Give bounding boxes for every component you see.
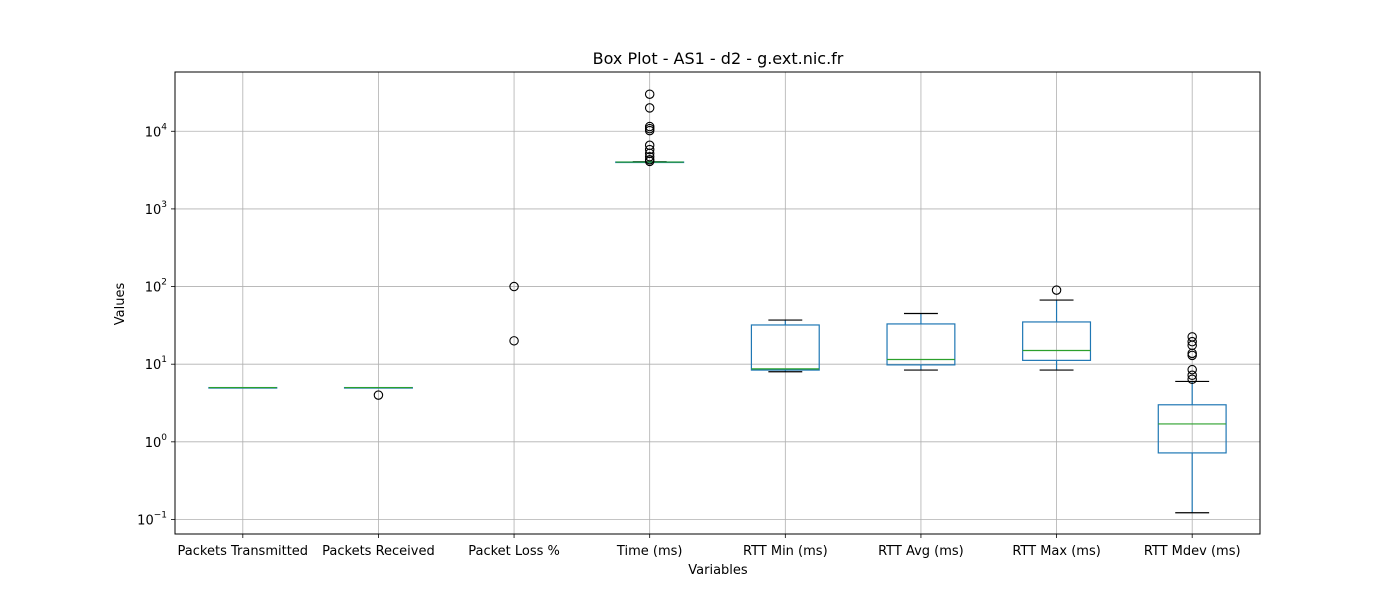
outlier-point [644,144,655,155]
x-tick-label: Time (ms) [616,544,683,559]
y-axis-label: Values [113,283,128,326]
box-packet-loss [509,281,519,346]
outlier-point [644,151,655,162]
y-tick-label: 102 [145,278,167,296]
outlier-point [1051,285,1062,295]
iqr-box [750,324,820,371]
y-tick-label: 103 [145,200,167,218]
outlier-point [644,154,655,165]
box-packets-transmitted [208,386,278,389]
axis-ticks: 10−1 100 101 102 103 104 Packets Transmitted Pa… [137,122,1240,559]
outlier-point [644,103,655,113]
y-tick-label: 10−1 [137,510,167,528]
outlier-point [509,336,519,346]
x-tick-label: RTT Min (ms) [743,544,828,559]
x-tick-label: Packets Transmitted [178,544,309,559]
outlier-point [1187,370,1197,381]
iqr-box [886,323,956,366]
iqr-box [1157,404,1227,454]
y-tick-label: 101 [145,355,167,373]
box-rtt-max-ms [1022,285,1092,371]
plot-area [208,89,1227,514]
x-tick-label: Packets Received [322,544,435,559]
x-axis-label: Variables [688,563,748,578]
outlier-point [1187,336,1197,347]
box-rtt-mdev-ms [1157,332,1227,514]
box-packets-received [343,386,413,400]
box-rtt-min-ms [750,319,820,373]
x-tick-label: RTT Max (ms) [1012,544,1100,559]
outlier-point [644,89,655,99]
chart-title: Box Plot - AS1 - d2 - g.ext.nic.fr [593,49,844,68]
x-tick-label: RTT Mdev (ms) [1144,544,1241,559]
box-rtt-avg-ms [886,312,956,371]
outlier-point [509,281,519,292]
outlier-point [1187,364,1197,375]
y-tick-label: 100 [145,433,168,451]
y-tick-label: 104 [145,122,168,140]
x-tick-label: RTT Avg (ms) [878,544,964,559]
outlier-point [1187,332,1197,342]
x-tick-label: Packet Loss % [468,544,560,559]
outlier-point [644,121,655,132]
outlier-point [373,390,384,400]
box-time-ms [615,89,685,167]
iqr-box [1022,321,1092,361]
axes-frame [174,71,1261,535]
outlier-point [644,140,655,151]
outlier-point [1187,374,1197,384]
